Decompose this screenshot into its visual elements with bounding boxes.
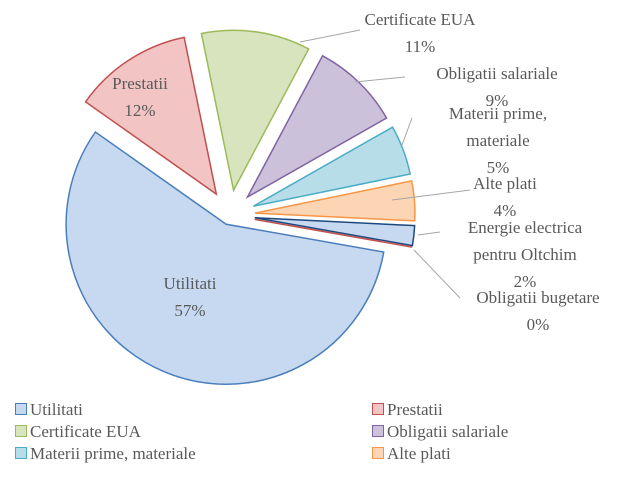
legend-label: Obligatii salariale — [387, 422, 509, 441]
leader-line — [391, 189, 471, 201]
leader-line — [413, 249, 461, 299]
data-label: Prestatii 12% — [80, 70, 200, 124]
pie-slice — [84, 36, 218, 196]
legend-swatch — [15, 403, 27, 415]
data-label-value: 4% — [493, 201, 517, 220]
pie-slice — [253, 126, 412, 207]
legend-item: Alte plati — [372, 444, 451, 464]
legend-swatch — [372, 447, 384, 459]
data-label-value: 2% — [513, 272, 537, 291]
leader-line — [354, 76, 406, 83]
data-label-value: 9% — [485, 91, 509, 110]
data-label: Certificate EUA 11% — [335, 6, 505, 60]
data-label: Alte plati 4% — [445, 170, 565, 224]
leader-line — [417, 231, 441, 236]
legend-swatch — [15, 447, 27, 459]
data-label: Energie electrica pentru Oltchim 2% — [450, 214, 600, 295]
legend-item: Certificate EUA — [15, 422, 141, 442]
legend-label: Certificate EUA — [30, 422, 141, 441]
data-label: Utilitati 57% — [130, 270, 250, 324]
legend-label: Utilitati — [30, 400, 83, 419]
legend-label: Materii prime, materiale — [30, 444, 196, 463]
data-label-name: Obligatii salariale — [436, 64, 558, 83]
data-label-value: 11% — [404, 37, 436, 56]
leader-line — [299, 29, 361, 43]
legend-swatch — [372, 403, 384, 415]
data-label-name: Materii prime, materiale — [448, 104, 548, 150]
legend-label: Prestatii — [387, 400, 443, 419]
legend-item: Prestatii — [372, 400, 443, 420]
legend-item: Utilitati — [15, 400, 83, 420]
data-label-value: 5% — [486, 158, 510, 177]
pie-slice — [245, 54, 388, 200]
data-label-name: Alte plati — [473, 174, 537, 193]
data-label-name: Certificate EUA — [364, 10, 476, 29]
data-label: Materii prime, materiale 5% — [433, 100, 563, 181]
legend-item: Materii prime, materiale — [15, 444, 196, 464]
legend-swatch — [15, 425, 27, 437]
pie-slice — [254, 217, 416, 247]
data-label-value: 12% — [124, 101, 156, 120]
pie-slice — [254, 180, 416, 222]
legend-label: Alte plati — [387, 444, 451, 463]
legend-item: Obligatii salariale — [372, 422, 508, 442]
data-label-name: Energie electrica pentru Oltchim — [467, 218, 583, 264]
data-label-name: Prestatii — [112, 74, 168, 93]
data-label: Obligatii salariale 9% — [407, 60, 587, 114]
pie-slice — [200, 29, 310, 193]
data-label-name: Obligatii bugetare — [476, 288, 600, 307]
leader-line — [401, 117, 413, 146]
pie-slice — [254, 218, 413, 248]
data-label-name: Utilitati — [163, 274, 217, 293]
pie-slice — [65, 130, 385, 385]
legend-swatch — [372, 425, 384, 437]
data-label: Obligatii bugetare 0% — [453, 284, 623, 338]
data-label-value: 0% — [526, 315, 550, 334]
data-label-value: 57% — [174, 301, 206, 320]
